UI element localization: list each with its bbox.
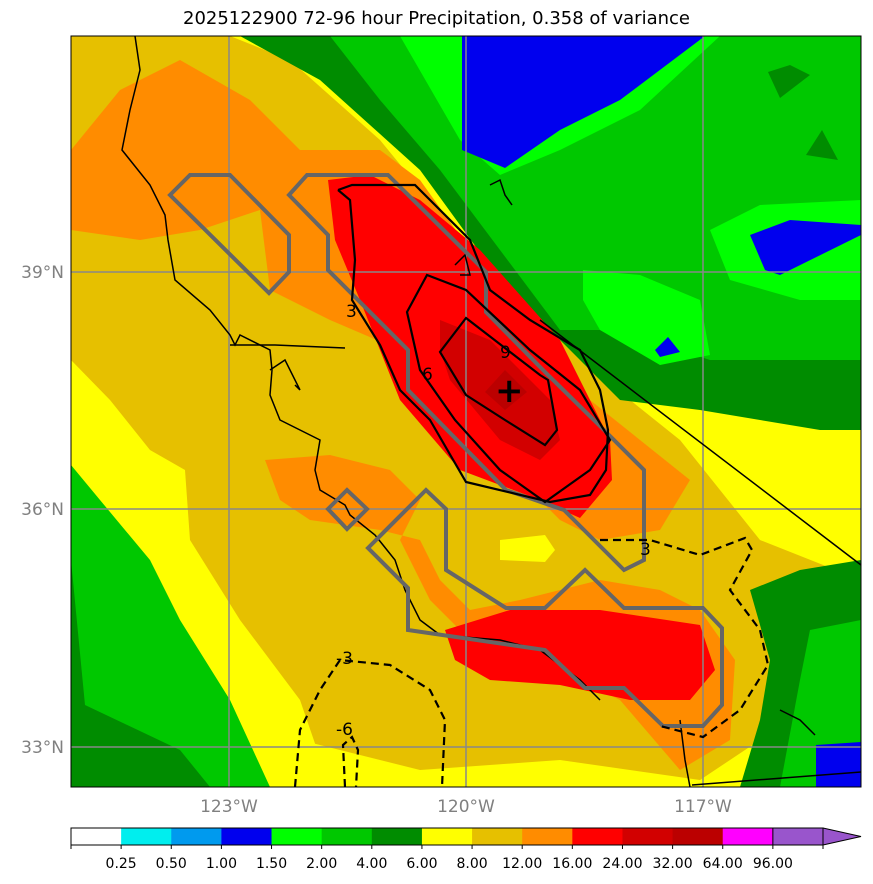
max-marker-cross: + — [495, 371, 524, 411]
colorbar-segment — [572, 828, 623, 845]
region-outlines — [167, 173, 724, 728]
map-frame — [70, 35, 862, 788]
fill-16-24-lower — [445, 610, 715, 700]
chart-title: 2025122900 72-96 hour Precipitation, 0.3… — [183, 8, 690, 29]
contour-label-3b: 3 — [640, 540, 651, 560]
colorbar-tick-label: 64.00 — [703, 856, 743, 872]
fill-6-8-blob — [500, 535, 555, 562]
colorbar-segment — [71, 828, 122, 845]
colorbar-tick-label: 24.00 — [602, 856, 642, 872]
fill-4-6-left — [71, 560, 210, 787]
colorbar-tick-label: 0.50 — [156, 856, 187, 872]
colorbar-tick-label: 4.00 — [356, 856, 387, 872]
colorbar-segment — [472, 828, 523, 845]
colorbar-segment — [672, 828, 724, 845]
colorbar-tick-label: 2.00 — [306, 856, 337, 872]
colorbar-tick-label: 8.00 — [456, 856, 487, 872]
x-tick-123w: 123°W — [200, 797, 258, 817]
fill-2-4-left — [71, 465, 270, 787]
colorbar-segment — [421, 828, 473, 845]
y-tick-33n: 33°N — [21, 738, 64, 758]
precip-field: 3 6 9 3 -3 -6 + — [71, 36, 861, 787]
fill-1-1.5-top — [462, 36, 705, 168]
colorbar-segment — [121, 828, 172, 845]
colorbar-segment — [271, 828, 323, 845]
colorbar-segment — [171, 828, 222, 845]
y-tick-36n: 36°N — [21, 500, 64, 520]
fill-1.5-2-mid — [583, 270, 710, 365]
colorbar-tick-label: 16.00 — [552, 856, 592, 872]
contour-label-6: 6 — [422, 365, 433, 385]
contour-label-neg6: -6 — [336, 720, 353, 740]
colorbar-segment — [371, 828, 423, 845]
fill-2-4-ne — [300, 36, 861, 360]
fill-1-1.5-mid — [655, 337, 680, 357]
colorbar-tick-label: 1.00 — [206, 856, 237, 872]
colorbar-tick-label: 32.00 — [653, 856, 693, 872]
gridlines — [71, 36, 861, 787]
fill-4-6-tr2 — [806, 130, 838, 160]
contour-label-neg3: -3 — [336, 649, 353, 669]
fill-32-64-core — [485, 370, 527, 410]
colorbar-segment — [522, 828, 573, 845]
contour-label-3: 3 — [346, 302, 357, 322]
colorbar-tick-label: 6.00 — [406, 856, 437, 872]
colorbar-tick-label: 0.25 — [106, 856, 137, 872]
colorbar-segment — [722, 828, 774, 845]
colorbar-frame — [70, 827, 824, 846]
fill-1-1.5-br — [816, 742, 861, 787]
colorbar-segment — [221, 828, 273, 845]
colorbar-segment — [622, 828, 674, 845]
fill-4-6-tr — [768, 65, 810, 98]
fill-1-1.5-right — [750, 220, 861, 275]
colorbar-tick-label: 96.00 — [753, 856, 793, 872]
contours — [293, 183, 770, 787]
x-tick-120w: 120°W — [437, 797, 495, 817]
contour-label-9: 9 — [500, 343, 511, 363]
colorbar-extend-arrow — [772, 827, 862, 846]
x-tick-117w: 117°W — [674, 797, 732, 817]
colorbar-segment — [321, 828, 373, 845]
colorbar-tick-label: 12.00 — [502, 856, 542, 872]
colorbar-tick-label: 1.50 — [256, 856, 287, 872]
coastline — [121, 36, 861, 787]
fill-6-8-bottom — [300, 740, 760, 787]
colorbar: 0.25 0.50 1.00 1.50 2.00 4.00 6.00 8.00 12.00 16.… — [70, 827, 862, 872]
y-tick-39n: 39°N — [21, 263, 64, 283]
